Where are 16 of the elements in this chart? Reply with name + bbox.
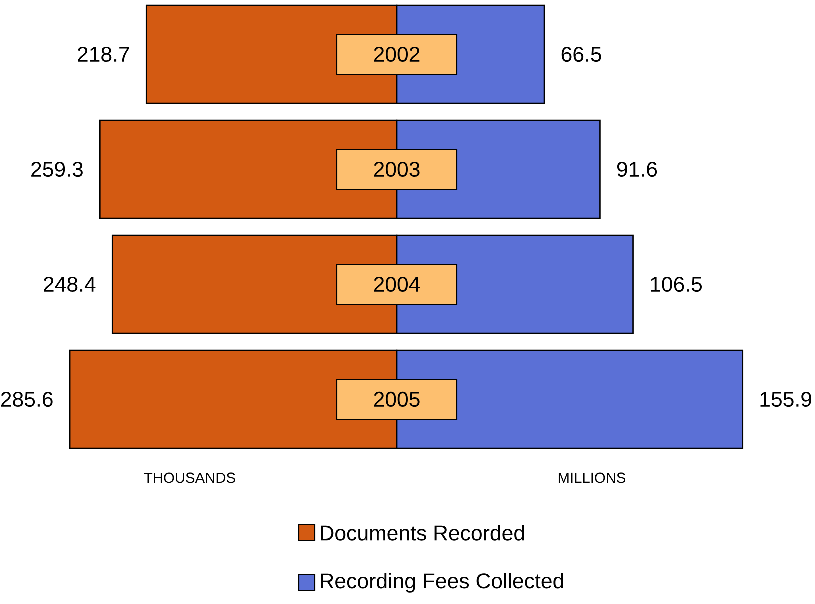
legend-label: Recording Fees Collected xyxy=(321,573,564,593)
data-label: 259.3 xyxy=(32,162,83,178)
y-tick-label: 2002 xyxy=(374,46,420,62)
text: MILLIONS xyxy=(558,472,626,484)
y-tick-label: 2005 xyxy=(374,392,420,408)
data-label: 66.5 xyxy=(562,46,602,62)
legend-label: Documents Recorded xyxy=(321,525,524,541)
data-label: 248.4 xyxy=(44,276,96,292)
data-label: 285.6 xyxy=(1,392,53,408)
text: THOUSANDS xyxy=(144,472,236,484)
y-tick-label: 2004 xyxy=(374,276,420,292)
y-tick-label: 2003 xyxy=(374,162,420,178)
data-label: 91.6 xyxy=(617,162,658,178)
data-label: 106.5 xyxy=(651,276,702,292)
data-label: 155.9 xyxy=(760,392,812,408)
data-label: 218.7 xyxy=(78,46,130,62)
